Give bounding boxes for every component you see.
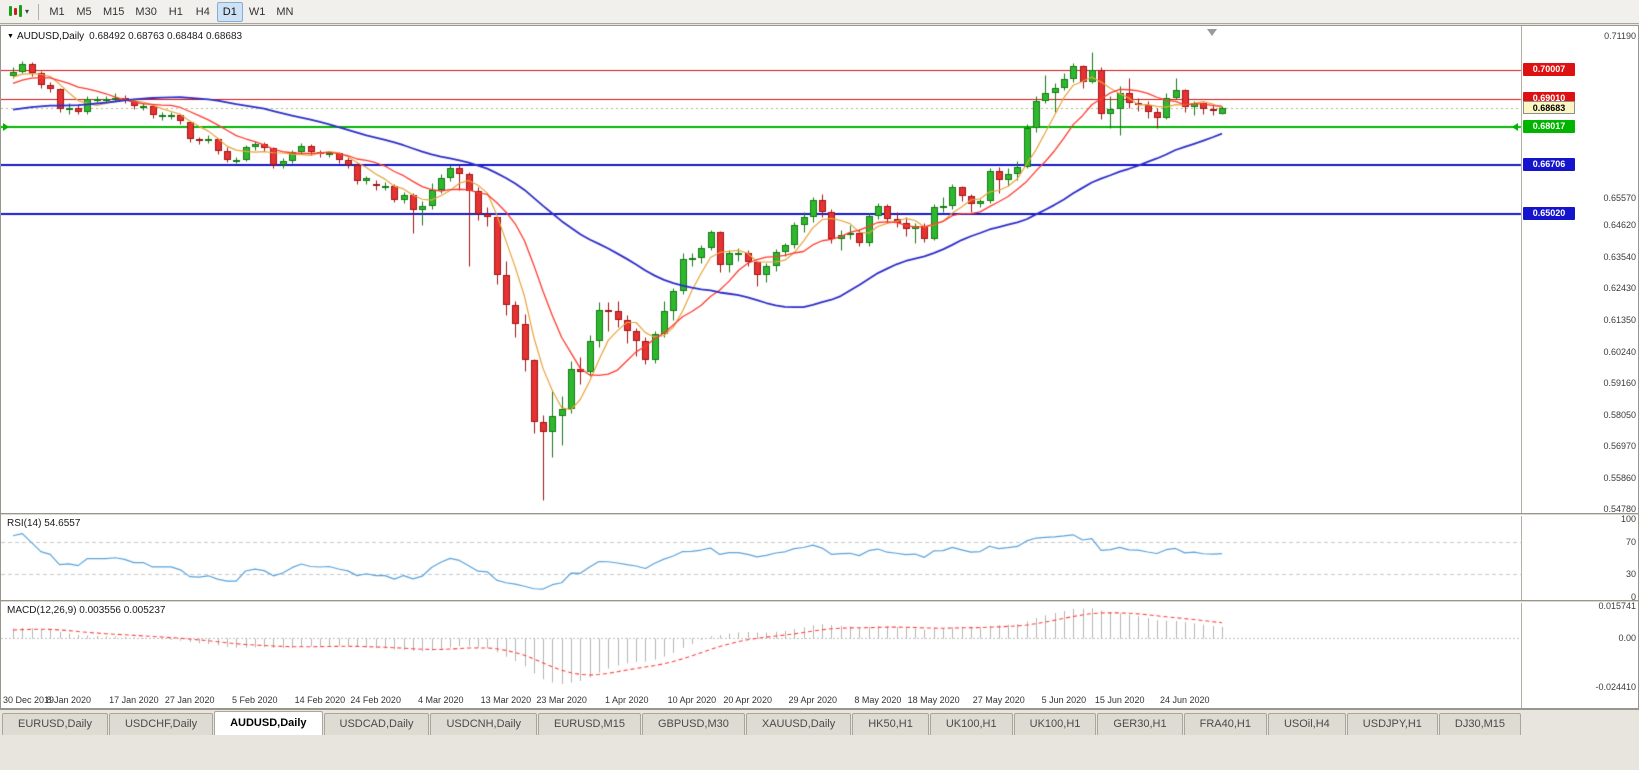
chart-type-button[interactable]: ▾ [4, 2, 33, 22]
timeframe-toolbar: ▾ M1 M5 M15 M30 H1 H4 D1 W1 MN [0, 0, 1639, 24]
rsi-axis-tick: 70 [1625, 537, 1636, 548]
date-axis-label: 14 Feb 2020 [294, 695, 346, 705]
date-axis-label: 4 Mar 2020 [418, 695, 464, 705]
price-axis-tick: 0.56970 [1603, 440, 1636, 451]
date-axis-label: 30 Dec 2019 [3, 695, 55, 705]
date-axis[interactable]: 30 Dec 2019 8 Jan 2020 17 Jan 2020 27 Jan 2… [1, 691, 1521, 708]
macd-panel-canvas[interactable] [1, 603, 1638, 691]
chevron-down-icon: ▾ [25, 7, 30, 16]
timeframe-button-H1[interactable]: H1 [168, 5, 183, 18]
rsi-panel-canvas[interactable] [1, 516, 1638, 600]
macd-axis-tick: 0.00 [1618, 632, 1636, 643]
date-axis-label: 8 May 2020 [854, 695, 902, 705]
chart-tab-USDCNH-Daily[interactable]: USDCNH,Daily [430, 713, 538, 735]
chart-tab-USDCAD-Daily[interactable]: USDCAD,Daily [323, 713, 430, 735]
timeframe-button-H4[interactable]: H4 [195, 5, 210, 18]
date-axis-label: 24 Jun 2020 [1160, 695, 1210, 705]
date-axis-label: 5 Feb 2020 [232, 695, 278, 705]
chart-tab-EURUSD-M15[interactable]: EURUSD,M15 [538, 713, 641, 735]
chart-tab-bar: EURUSD,Daily USDCHF,Daily AUDUSD,Daily USDC… [0, 709, 1639, 735]
current-price-label: 0.68683 [1523, 101, 1575, 115]
date-axis-label: 20 Apr 2020 [723, 695, 772, 705]
level-price-label: 0.66706 [1523, 158, 1575, 172]
date-axis-label: 13 Mar 2020 [480, 695, 532, 705]
price-axis-tick: 0.59160 [1603, 377, 1636, 388]
date-axis-label: 24 Feb 2020 [350, 695, 401, 705]
date-axis-label: 17 Jan 2020 [109, 695, 159, 705]
price-axis-tick: 0.71190 [1604, 31, 1636, 41]
price-axis-tick: 0.63540 [1603, 251, 1636, 262]
price-axis[interactable]: 0.71190 0.65570 0.64620 0.63540 0.62430 0.613… [1522, 26, 1638, 708]
date-axis-label: 23 Mar 2020 [536, 695, 587, 705]
timeframe-button-M15[interactable]: M15 [103, 5, 125, 18]
main-chart-canvas[interactable] [1, 27, 1638, 513]
chart-shift-marker[interactable] [1207, 29, 1217, 36]
level-price-label: 0.70007 [1523, 63, 1575, 77]
date-axis-label: 1 Apr 2020 [605, 695, 649, 705]
chart-ohlc-values: 0.68492 0.68763 0.68484 0.68683 [89, 31, 243, 42]
date-axis-label: 29 Apr 2020 [788, 695, 838, 705]
level-endpoint-marker[interactable] [3, 123, 9, 132]
chart-window: ▼ AUDUSD,Daily 0.68492 0.68763 0.68484 0.6… [0, 25, 1639, 709]
chart-tab-AUDUSD-Daily[interactable]: AUDUSD,Daily [214, 711, 323, 735]
rsi-axis-tick: 30 [1625, 568, 1636, 579]
chart-tab-GER30-H1[interactable]: GER30,H1 [1097, 713, 1183, 735]
chart-tab-EURUSD-Daily[interactable]: EURUSD,Daily [2, 713, 108, 735]
candlestick-chart-icon [8, 3, 23, 21]
timeframe-buttons: M1 M5 M15 M30 H1 H4 D1 W1 MN [44, 1, 298, 22]
date-axis-label: 10 Apr 2020 [667, 695, 717, 705]
price-axis-tick: 0.61350 [1603, 314, 1636, 325]
chart-tab-UK100-H1[interactable]: UK100,H1 [929, 713, 1013, 735]
panel-separator[interactable] [1, 513, 1638, 516]
timeframe-button-D1[interactable]: D1 [216, 1, 243, 22]
chart-tab-UK100-H1[interactable]: UK100,H1 [1013, 713, 1097, 735]
rsi-axis-tick: 0 [1630, 592, 1636, 602]
chart-tab-XAUUSD-Daily[interactable]: XAUUSD,Daily [745, 713, 852, 735]
price-axis-tick: 0.65570 [1603, 192, 1636, 203]
timeframe-button-M1[interactable]: M1 [49, 5, 65, 18]
date-axis-label: 27 Jan 2020 [164, 695, 215, 705]
rsi-label: RSI(14) 54.6557 [7, 518, 81, 529]
macd-label: MACD(12,26,9) 0.003556 0.005237 [7, 605, 166, 616]
price-axis-tick: 0.54780 [1603, 504, 1636, 514]
date-axis-label: 5 Jun 2020 [1041, 695, 1087, 705]
price-axis-tick: 0.55860 [1603, 472, 1636, 483]
chart-title: ▼ AUDUSD,Daily 0.68492 0.68763 0.68484 0.6… [7, 31, 242, 42]
timeframe-button-W1[interactable]: W1 [248, 5, 266, 18]
chart-tab-USDJPY-H1[interactable]: USDJPY,H1 [1346, 713, 1438, 735]
chart-symbol-period: AUDUSD,Daily [16, 31, 85, 42]
price-axis-tick: 0.64620 [1603, 220, 1636, 231]
chart-tab-USDCHF-Daily[interactable]: USDCHF,Daily [108, 713, 214, 735]
panel-separator[interactable] [1, 600, 1638, 603]
level-endpoint-marker[interactable] [1512, 123, 1518, 132]
macd-axis-tick: -0.024410 [1595, 682, 1636, 692]
macd-axis-tick: 0.015741 [1598, 601, 1636, 611]
price-axis-tick: 0.60240 [1603, 346, 1636, 357]
chart-title-dropdown-icon[interactable]: ▼ [7, 33, 14, 40]
chart-tab-USOil-H4[interactable]: USOil,H4 [1267, 713, 1346, 735]
date-axis-label: 8 Jan 2020 [46, 695, 92, 705]
price-axis-tick: 0.58050 [1603, 409, 1636, 420]
date-axis-label: 18 May 2020 [907, 695, 960, 705]
price-axis-separator [1521, 26, 1522, 708]
level-price-label: 0.68017 [1523, 120, 1575, 134]
chart-tab-DJ30-M15[interactable]: DJ30,M15 [1438, 713, 1522, 735]
price-axis-tick: 0.62430 [1603, 283, 1636, 294]
toolbar-separator [38, 3, 40, 20]
date-axis-label: 15 Jun 2020 [1094, 695, 1145, 705]
level-price-label: 0.65020 [1523, 206, 1575, 220]
date-axis-label: 27 May 2020 [972, 695, 1025, 705]
timeframe-button-M30[interactable]: M30 [135, 5, 157, 18]
chart-tab-HK50-H1[interactable]: HK50,H1 [852, 713, 929, 735]
rsi-axis-tick: 100 [1620, 514, 1636, 524]
timeframe-button-MN[interactable]: MN [276, 5, 294, 18]
chart-tab-GBPUSD-M30[interactable]: GBPUSD,M30 [641, 713, 745, 735]
chart-tab-FRA40-H1[interactable]: FRA40,H1 [1183, 713, 1267, 735]
timeframe-button-M5[interactable]: M5 [76, 5, 92, 18]
status-bar [0, 735, 1639, 770]
